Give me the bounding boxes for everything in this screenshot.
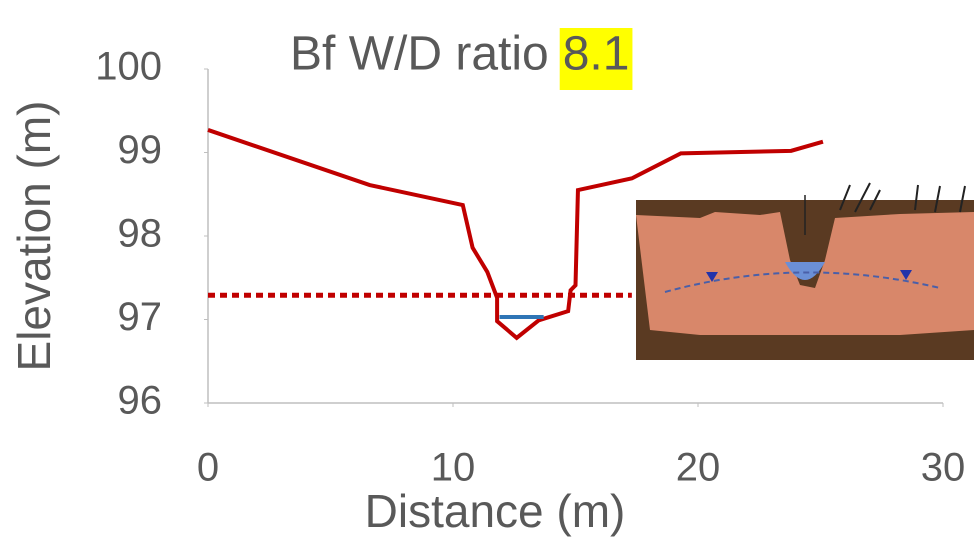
- chart: Bf W/D ratio 8.1 96 97 98 99 100 0 10 20 30 Distanc…: [0, 0, 976, 544]
- y-tick-label: 100: [95, 45, 162, 89]
- y-tick-label: 96: [118, 379, 163, 423]
- x-tick-label: 20: [676, 446, 721, 490]
- y-tick-label: 99: [118, 128, 163, 172]
- page: {"chart_data":{"type":"line","title":"Bf…: [0, 0, 976, 544]
- x-axis-label: Distance (m): [365, 485, 626, 537]
- title-highlight: 8.1: [563, 28, 630, 81]
- chart-title: Bf W/D ratio: [290, 28, 549, 81]
- y-tick-label: 98: [118, 212, 163, 256]
- illustration: [636, 183, 974, 360]
- y-tick-label: 97: [118, 295, 163, 339]
- x-tick-label: 10: [431, 446, 476, 490]
- x-tick-label: 30: [921, 446, 966, 490]
- y-axis-label: Elevation (m): [8, 101, 60, 372]
- x-tick-label: 0: [197, 446, 219, 490]
